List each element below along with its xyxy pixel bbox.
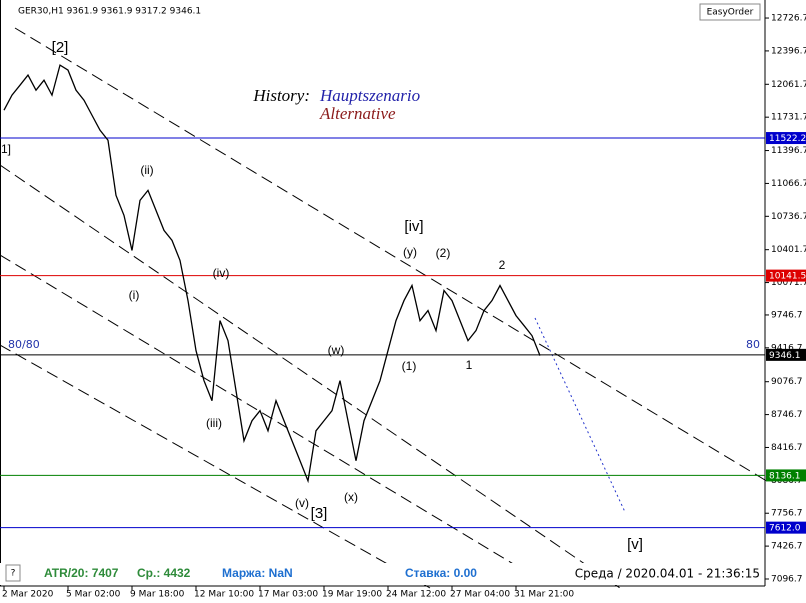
level-box	[766, 469, 806, 482]
level-text: 80/80	[8, 338, 40, 351]
wave-label: (2)	[436, 246, 451, 260]
y-tick-label: 7756.7	[771, 509, 803, 519]
y-tick-label: 10401.7	[771, 245, 806, 255]
rate: Ставка: 0.00	[405, 566, 477, 580]
y-tick-label: 11731.7	[771, 113, 806, 123]
level-label: 10141.5	[769, 272, 806, 282]
y-tick-label: 12396.7	[771, 46, 806, 56]
x-tick-label: 12 Mar 10:00	[194, 590, 254, 600]
help-button[interactable]	[5, 564, 21, 582]
level-label: 9346.1	[769, 351, 801, 361]
wave-label: (1)	[402, 359, 417, 373]
level-label: 11522.2	[769, 134, 806, 144]
legend-alt: Alternative	[319, 104, 396, 123]
wave-label: (x)	[344, 490, 358, 504]
average: Ср.: 4432	[137, 566, 191, 580]
wave-label: (i)	[129, 288, 140, 302]
wave-label: [iv]	[404, 218, 423, 235]
datetime: Среда / 2020.04.01 - 21:36:15	[575, 567, 760, 581]
y-tick-label: 7426.7	[771, 542, 803, 552]
y-tick-label: 11066.7	[771, 179, 806, 189]
wave-label: [3]	[311, 505, 328, 522]
legend-main: Hauptszenario	[319, 86, 420, 105]
y-tick-label: 7096.7	[771, 574, 803, 584]
channel-line	[14, 27, 766, 481]
x-tick-label: 27 Mar 04:00	[450, 590, 510, 600]
easyorder-button[interactable]	[699, 3, 761, 21]
margin: Маржа: NaN	[222, 566, 293, 580]
atr: ATR/20: 7407	[44, 566, 119, 580]
wave-label: [v]	[627, 536, 643, 553]
channel-lines	[0, 27, 766, 589]
y-tick-label: 10071.7	[771, 278, 806, 288]
channel-line	[0, 344, 431, 589]
level-box	[766, 132, 806, 145]
y-tick-label: 10736.7	[771, 212, 806, 222]
y-tick-label: 9416.7	[771, 343, 803, 353]
x-tick-label: 17 Mar 03:00	[258, 590, 318, 600]
wave-label: (w)	[328, 343, 345, 357]
y-tick-label: 9746.7	[771, 310, 803, 320]
x-tick-label: 24 Mar 12:00	[386, 590, 446, 600]
wave-label: (ii)	[140, 163, 153, 177]
header: GER30,H1 9361.9 9361.9 9317.2 9346.1	[18, 7, 201, 17]
projection-line	[534, 317, 626, 513]
y-tick-label: 8746.7	[771, 410, 803, 420]
y-tick-label: 8416.7	[771, 443, 803, 453]
help-label[interactable]: ?	[11, 569, 16, 579]
wave-label: [2]	[52, 39, 69, 56]
wave-label: 1]	[1, 142, 11, 156]
x-tick-label: 31 Mar 21:00	[514, 590, 574, 600]
x-tick-label: 19 Mar 19:00	[322, 590, 382, 600]
level-box	[766, 348, 806, 361]
level-box	[766, 269, 806, 282]
y-tick-label: 11396.7	[771, 146, 806, 156]
level-label: 7612.0	[769, 524, 801, 534]
y-tick-label: 12061.7	[771, 80, 806, 90]
plot-border	[0, 0, 1, 586]
info-bar	[0, 563, 764, 585]
legend-history: History:	[252, 86, 310, 105]
x-tick-label: 2 Mar 2020	[2, 590, 54, 600]
y-tick-label: 9076.7	[771, 377, 803, 387]
level-text: 80	[746, 338, 760, 351]
y-tick-label: 12726.7	[771, 14, 806, 24]
x-tick-label: 9 Mar 18:00	[130, 590, 185, 600]
level-box	[766, 521, 806, 534]
wave-label: (iii)	[206, 416, 222, 430]
wave-label: (y)	[403, 245, 417, 259]
channel-line	[0, 254, 541, 581]
wave-label: (iv)	[213, 266, 230, 280]
price-line	[3, 64, 541, 484]
wave-label: 1	[466, 358, 473, 372]
wave-label: 2	[499, 258, 506, 272]
easyorder-label[interactable]: EasyOrder	[707, 8, 754, 18]
wave-label: (v)	[295, 496, 309, 510]
level-label: 8136.1	[769, 471, 801, 481]
x-tick-label: 5 Mar 02:00	[66, 590, 121, 600]
